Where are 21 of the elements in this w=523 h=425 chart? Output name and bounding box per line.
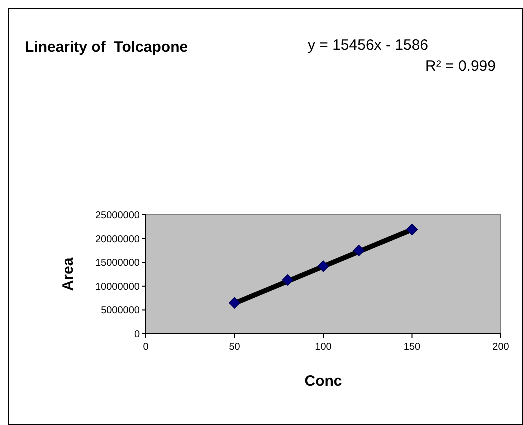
- x-tick-label: 150: [404, 342, 422, 353]
- y-axis-title: Area: [60, 257, 77, 292]
- point: [282, 274, 294, 286]
- y-tick-label: 15000000: [96, 258, 140, 270]
- chart-title: Linearity of Tolcapone: [25, 39, 188, 56]
- y-tick-label: 20000000: [96, 234, 140, 246]
- x-tick-label: 200: [492, 342, 510, 353]
- y-tick-label: 0: [134, 330, 140, 340]
- y-tick-label: 10000000: [96, 282, 140, 293]
- x-tick-label: 100: [315, 342, 332, 353]
- x-tick-label: 0: [143, 342, 150, 353]
- point: [318, 260, 330, 272]
- x-tick-label: 50: [229, 342, 241, 353]
- y-tick-label: 5000000: [101, 306, 140, 317]
- text: R² = 0.999: [426, 58, 496, 75]
- text: y = 15456x - 1586: [308, 37, 429, 54]
- point: [353, 244, 365, 256]
- point: [406, 224, 418, 236]
- x-axis-title: Conc: [304, 373, 342, 390]
- y-tick-label: 25000000: [96, 210, 140, 222]
- point: [229, 297, 240, 309]
